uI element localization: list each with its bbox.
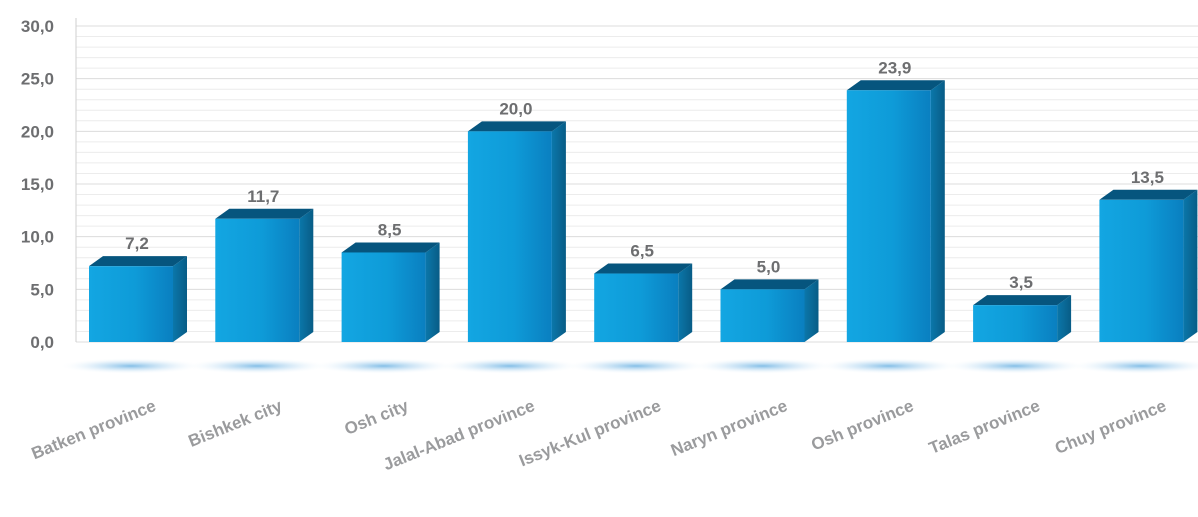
value-labels: 7,2 11,7 8,5 20,0 6,5 5,0 23,9 3,5 13,5 <box>125 58 1164 292</box>
bar-side <box>173 256 187 342</box>
y-tick-label: 5,0 <box>30 280 54 299</box>
bar-shadow <box>1069 358 1198 374</box>
bar-top <box>341 242 440 253</box>
bar-shadows <box>59 358 1198 374</box>
bar-shadow <box>59 358 203 374</box>
y-tick-label: 0,0 <box>30 333 54 352</box>
value-label: 6,5 <box>630 242 654 261</box>
bar-side <box>425 242 440 342</box>
bar-top <box>594 263 693 274</box>
category-label: Osh province <box>808 396 916 454</box>
bar-shadow <box>437 358 582 374</box>
category-label: Osh city <box>342 396 412 439</box>
value-label: 11,7 <box>247 187 279 206</box>
x-axis-labels: Batken province Bishkek city Osh cityJalal… <box>29 396 1169 474</box>
category-label: Issyk-Kul province <box>516 396 663 470</box>
bar <box>973 295 1072 342</box>
bar-top <box>215 208 314 219</box>
bar-side <box>1057 295 1072 342</box>
value-label: 8,5 <box>378 220 402 239</box>
y-tick-label: 20,0 <box>21 122 54 141</box>
bar-shadow <box>816 358 961 374</box>
bar-front <box>467 131 552 342</box>
bar-side <box>804 279 819 342</box>
bar-front <box>720 289 805 342</box>
bar-top <box>467 121 566 132</box>
value-label: 5,0 <box>757 257 781 276</box>
value-label: 23,9 <box>878 58 911 77</box>
bar-side <box>551 121 566 342</box>
bar <box>341 242 440 342</box>
bar-shadow <box>690 358 835 374</box>
bar-shadow <box>943 358 1088 374</box>
value-label: 13,5 <box>1131 168 1164 187</box>
bar-top <box>720 279 819 290</box>
bar-shadow <box>564 358 709 374</box>
bar <box>215 208 314 342</box>
value-label: 3,5 <box>1009 273 1033 292</box>
bar-top <box>1099 189 1198 200</box>
bar-side <box>678 263 693 342</box>
bar-side <box>930 80 945 343</box>
bar-top <box>846 80 945 91</box>
bar-shadow <box>311 358 456 374</box>
bars <box>89 80 1198 343</box>
bar <box>1099 189 1198 342</box>
bar <box>467 121 566 342</box>
bar-top <box>89 256 187 267</box>
bar-front <box>846 90 931 343</box>
bar <box>846 80 945 343</box>
bar-front <box>89 266 173 342</box>
bar-shadow <box>185 358 330 374</box>
bar-side <box>1183 189 1198 342</box>
value-label: 20,0 <box>499 99 532 118</box>
y-tick-label: 30,0 <box>21 17 54 36</box>
bar <box>594 263 693 342</box>
bar-front <box>215 218 300 342</box>
bar <box>89 256 187 342</box>
bar-front <box>341 252 426 342</box>
y-tick-label: 10,0 <box>21 228 54 247</box>
category-label: Naryn province <box>668 396 790 460</box>
y-tick-label: 15,0 <box>21 175 54 194</box>
bar-top <box>973 295 1072 306</box>
category-label: Batken province <box>29 396 159 463</box>
bar-front <box>594 273 679 342</box>
bar-front <box>1099 199 1184 342</box>
category-label: Chuy province <box>1052 396 1169 458</box>
bar-side <box>299 208 314 342</box>
category-label: Talas province <box>926 396 1042 458</box>
y-axis: 0,0 5,0 10,0 15,0 20,0 25,0 30,0 <box>21 17 77 352</box>
bar-front <box>973 305 1058 342</box>
value-label: 7,2 <box>125 234 149 253</box>
y-tick-label: 25,0 <box>21 70 54 89</box>
category-label: Bishkek city <box>186 396 286 451</box>
bar <box>720 279 819 342</box>
